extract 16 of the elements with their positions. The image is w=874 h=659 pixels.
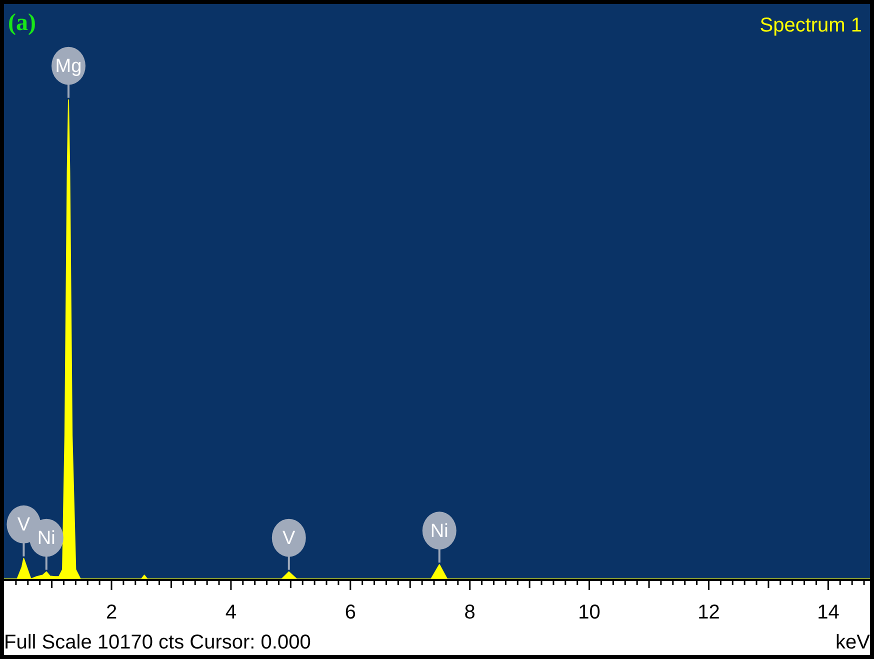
annotation: Ni	[430, 520, 448, 542]
annotation: Mg	[55, 56, 82, 78]
annotation: V	[17, 514, 30, 536]
chart-title: Spectrum 1	[760, 14, 862, 37]
x-tick-label: 14	[817, 602, 840, 624]
annotation: Ni	[37, 528, 56, 550]
x-tick-label: 10	[578, 602, 600, 624]
x-tick-label: 8	[464, 602, 476, 624]
x-tick-label: 12	[698, 602, 720, 624]
x-tick-label: 6	[344, 602, 356, 624]
text: Full Scale 10170 cts Cursor: 0.000	[4, 632, 311, 654]
text: (a)	[8, 10, 36, 36]
x-tick-label: 2	[106, 602, 118, 624]
annotation: V	[282, 528, 296, 550]
x-axis-title: keV	[836, 632, 871, 654]
x-tick-label: 4	[225, 602, 237, 624]
